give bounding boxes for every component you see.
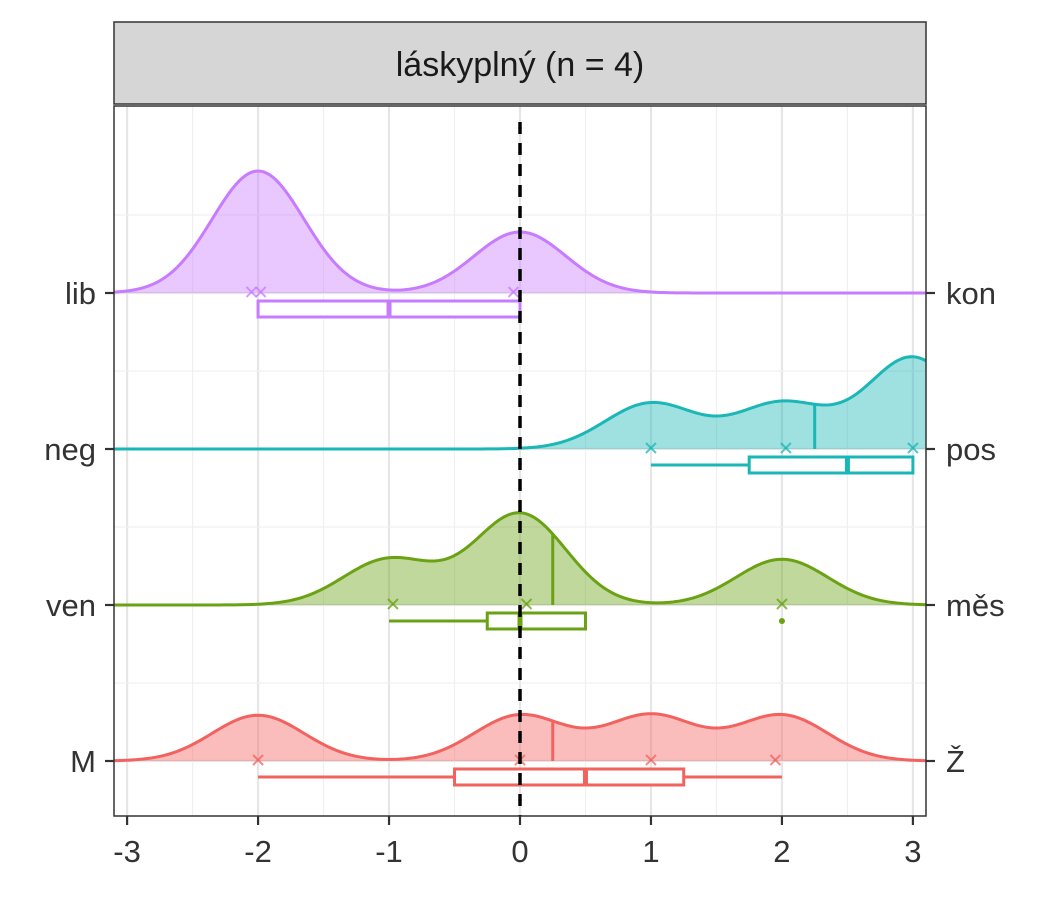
data-point-stroke [245, 286, 258, 298]
y-label-right: Ž [946, 744, 965, 779]
data-point-stroke [387, 598, 399, 610]
box-body [485, 611, 587, 631]
density-area [114, 512, 926, 605]
data-point-stroke [254, 286, 267, 298]
axes: -3 -2 -1 0 1 2 3 lib kon neg pos ven měs M Ž [44, 276, 1004, 869]
x-tick-label: 3 [904, 834, 921, 869]
data-point [645, 442, 657, 454]
data-point [645, 754, 657, 766]
y-label-right: pos [946, 432, 996, 467]
x-tick-label: 0 [511, 834, 528, 869]
x-tick-label: 1 [642, 834, 659, 869]
y-label-left: M [70, 744, 96, 779]
data-point [776, 598, 788, 610]
data-point-stroke [507, 286, 520, 298]
y-label-right: měs [946, 588, 1005, 623]
facet-strip [113, 21, 927, 105]
data-point [507, 286, 520, 298]
box-outlier [778, 618, 785, 624]
y-label-left: ven [46, 588, 96, 623]
data-point [907, 442, 919, 454]
data-point-stroke [645, 754, 657, 766]
data-point [387, 598, 399, 610]
data-point-stroke [769, 754, 782, 766]
x-tick-label: -1 [375, 834, 403, 869]
y-label-left: lib [65, 276, 96, 311]
y-label-right: kon [946, 276, 996, 311]
data-point-stroke [907, 442, 919, 454]
data-point [780, 442, 792, 454]
x-tick-label: -3 [113, 834, 141, 869]
x-tick-label: 2 [773, 834, 790, 869]
data-point-stroke [780, 442, 792, 454]
data-point-stroke [520, 598, 533, 610]
data-point [254, 286, 267, 298]
box-body [453, 767, 686, 787]
ridge-ven [114, 511, 927, 631]
density-area [114, 356, 926, 449]
facet-title: láskyplný (n = 4) [396, 46, 645, 84]
data-point [769, 754, 782, 766]
x-tick-label: -2 [244, 834, 272, 869]
data-point-stroke [776, 598, 788, 610]
data-point [520, 598, 533, 610]
data-point-stroke [645, 442, 657, 454]
data-point [252, 754, 264, 766]
density-curve [114, 511, 927, 607]
data-point-stroke [252, 754, 264, 766]
box-body [747, 455, 915, 475]
data-point [245, 286, 258, 298]
y-label-left: neg [44, 432, 96, 467]
